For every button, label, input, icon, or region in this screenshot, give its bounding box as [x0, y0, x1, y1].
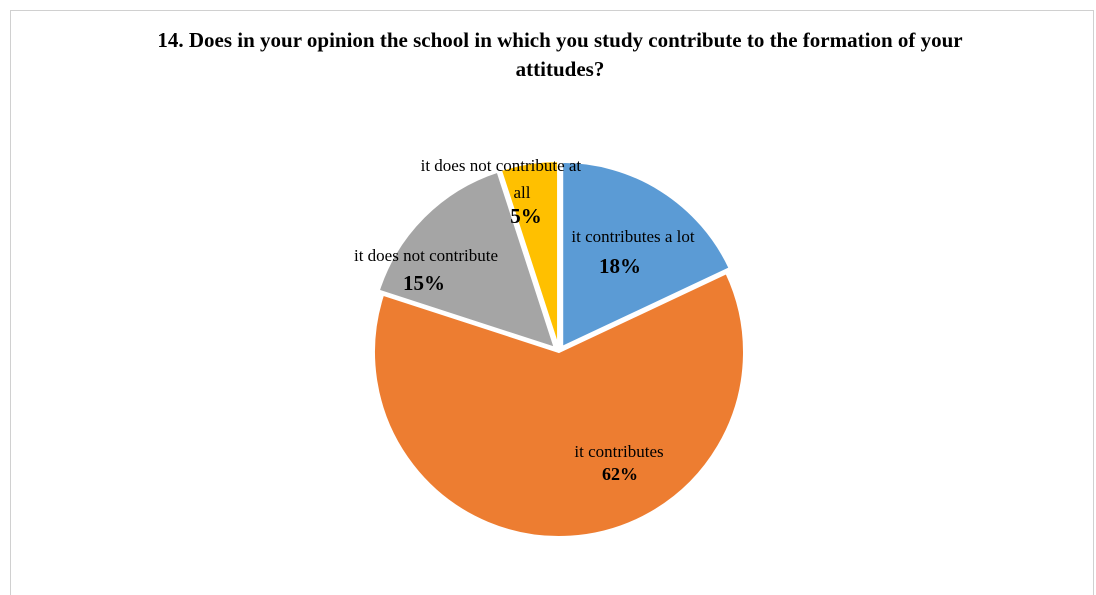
- slice-percent-does-not-contribute-at-all: 5%: [510, 204, 542, 228]
- slice-label-does-not-contribute-at-all: it does not contribute at all: [421, 156, 586, 202]
- chart-title: 14. Does in your opinion the school in w…: [157, 28, 963, 81]
- slice-label-does-not-contribute: it does not contribute: [354, 246, 498, 265]
- pie-slices: [373, 160, 745, 538]
- pie-labels: it contributes a lot 18% it contributes …: [354, 156, 695, 484]
- slice-percent-contributes-a-lot: 18%: [599, 254, 641, 278]
- slice-does-not-contribute-at-all: [499, 160, 560, 347]
- slice-percent-contributes: 62%: [602, 464, 638, 484]
- chart-frame: [10, 10, 1094, 595]
- slice-does-not-contribute: [377, 170, 557, 350]
- slice-contributes-a-lot: [561, 160, 731, 349]
- slice-contributes: [373, 271, 745, 538]
- slice-label-contributes-a-lot: it contributes a lot: [571, 227, 695, 246]
- slice-label-contributes: it contributes: [574, 442, 663, 461]
- slice-percent-does-not-contribute: 15%: [403, 271, 445, 295]
